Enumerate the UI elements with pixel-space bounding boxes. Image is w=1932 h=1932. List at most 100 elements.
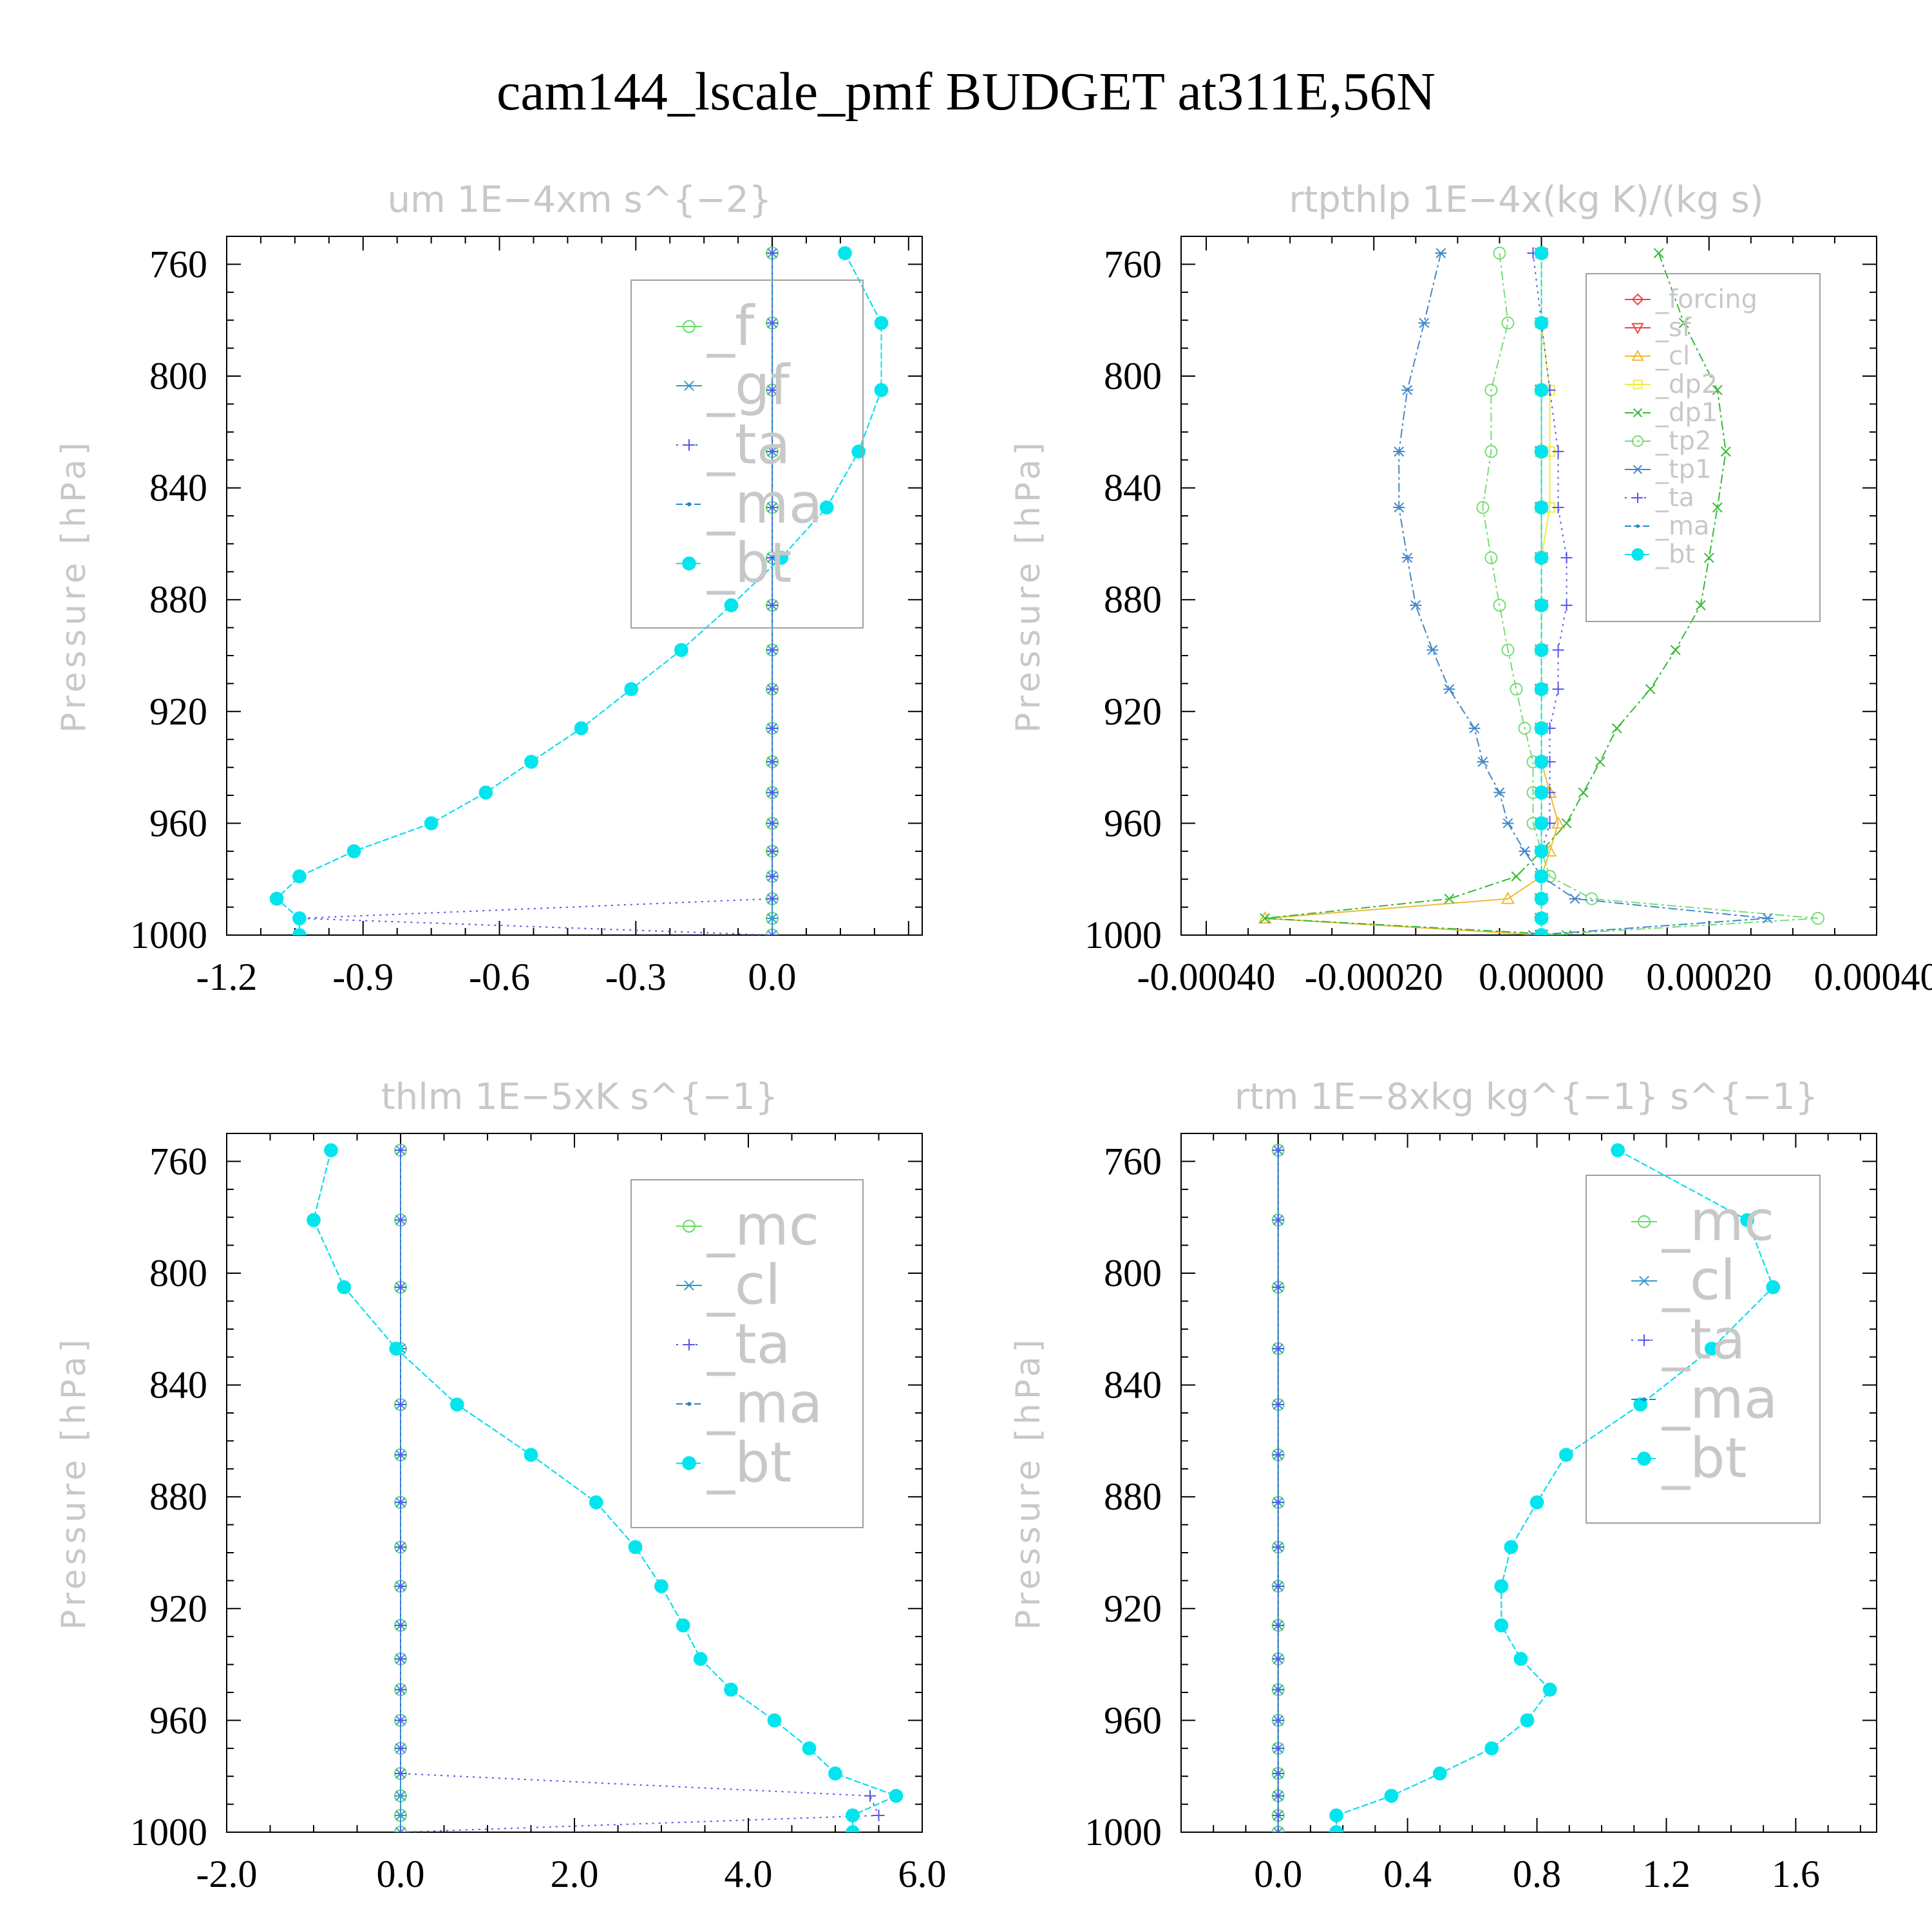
legend-label: _ta: [1662, 1307, 1745, 1372]
series-ta: [293, 247, 779, 935]
y-tick-label: 880: [1104, 578, 1162, 621]
data-point: [292, 928, 307, 935]
legend-item: _bt: [1631, 1426, 1747, 1490]
y-tick-label: 800: [1104, 1252, 1162, 1294]
data-point: [1418, 317, 1430, 328]
data-point: [395, 1810, 406, 1821]
data-point: [1513, 1652, 1528, 1666]
legend-marker: [683, 381, 695, 391]
data-point: [524, 1448, 538, 1462]
data-point: [1534, 316, 1549, 330]
legend-marker: [683, 320, 696, 333]
data-point: [766, 644, 779, 656]
data-point: [766, 929, 779, 935]
data-point: [337, 1280, 352, 1294]
legend-item: _cl: [1631, 1248, 1736, 1312]
figure-title: cam144_lscale_pmf BUDGET at311E,56N: [497, 62, 1435, 122]
legend-box: [630, 279, 864, 629]
data-point: [450, 1397, 464, 1412]
data-point: [1393, 502, 1405, 513]
x-tick-label: -0.00040: [1137, 956, 1276, 998]
data-point: [846, 1808, 860, 1823]
data-point: [1530, 1495, 1544, 1510]
legend-item: _ta: [1631, 1307, 1745, 1372]
series-line: [1398, 252, 1768, 935]
data-point: [1578, 787, 1589, 798]
data-point: [1484, 551, 1498, 565]
data-point: [1484, 445, 1498, 459]
data-point: [1534, 598, 1549, 612]
data-point: [1444, 893, 1455, 904]
data-point: [395, 1619, 406, 1631]
y-tick-label: 1000: [1084, 914, 1162, 956]
data-point: [766, 755, 779, 768]
data-point: [628, 1540, 643, 1555]
plot-frame: [1180, 236, 1877, 936]
panel-title: thlm 1E−5xK s^{−1}: [381, 1076, 779, 1118]
data-point: [395, 1683, 406, 1696]
data-point: [874, 316, 889, 330]
data-point: [395, 1214, 406, 1226]
data-point: [1476, 500, 1490, 514]
y-tick-label: 840: [149, 1364, 207, 1406]
x-tick-label: 0.0: [1254, 1853, 1302, 1895]
legend-label: _forcing: [1655, 285, 1757, 314]
data-point: [1534, 928, 1549, 935]
legend-item: _ta: [1625, 483, 1694, 513]
legend-item: _tp2: [1625, 426, 1712, 456]
legend-item: _forcing: [1625, 285, 1757, 314]
legend-item: _cl: [1625, 341, 1690, 371]
data-point: [1393, 446, 1405, 457]
panel-4: rtm 1E−8xkg kg^{−1} s^{−1} Pressure [hPa]…: [1009, 1076, 1877, 1895]
data-point: [395, 1826, 406, 1832]
series-dp1: [1260, 248, 1731, 935]
data-point: [395, 1144, 406, 1157]
data-point: [1401, 553, 1414, 564]
data-point: [1560, 599, 1573, 611]
data-point: [766, 930, 779, 935]
y-tick-label: 760: [149, 243, 207, 285]
data-point: [574, 721, 589, 735]
legend-marker: [682, 556, 696, 571]
data-point: [395, 1827, 406, 1832]
data-point: [395, 1449, 406, 1461]
legend-box: [1586, 1175, 1821, 1524]
data-point: [1534, 816, 1549, 831]
data-point: [1493, 598, 1506, 612]
legend: _mc_cl_ta_ma_bt: [1586, 1175, 1821, 1524]
series-line: [1336, 1150, 1774, 1832]
x-tick-label: 0.00020: [1646, 956, 1772, 998]
series-cl: [1272, 1145, 1284, 1832]
series-ta: [1272, 1144, 1284, 1832]
y-tick-label: 960: [1104, 1699, 1162, 1741]
y-tick-label: 1000: [1084, 1811, 1162, 1853]
data-point: [724, 598, 739, 612]
data-point: [1272, 1281, 1284, 1293]
data-point: [1766, 1280, 1781, 1294]
data-point: [1534, 755, 1549, 769]
data-point: [1712, 502, 1723, 513]
data-point: [766, 384, 779, 396]
data-point: [1534, 246, 1549, 260]
data-point: [395, 1767, 406, 1779]
data-point: [307, 1213, 321, 1227]
y-tick-label: 840: [149, 467, 207, 509]
data-point: [1484, 383, 1498, 397]
data-point: [676, 1618, 690, 1633]
data-point: [1761, 913, 1774, 923]
data-point: [1272, 1790, 1284, 1802]
legend-label: _cl: [706, 1253, 781, 1317]
series-cl: [395, 1145, 406, 1832]
x-tick-label: 0.00040: [1814, 956, 1932, 998]
data-point: [766, 786, 779, 799]
legend-label: _gf: [706, 353, 791, 417]
series-bt: [1329, 1143, 1781, 1832]
legend-item: _bt: [1625, 540, 1695, 569]
data-point: [1272, 1714, 1284, 1727]
data-point: [724, 1682, 738, 1697]
data-point: [524, 755, 538, 769]
data-point: [1534, 383, 1549, 397]
series-bt: [269, 246, 889, 935]
data-point: [395, 1714, 406, 1727]
